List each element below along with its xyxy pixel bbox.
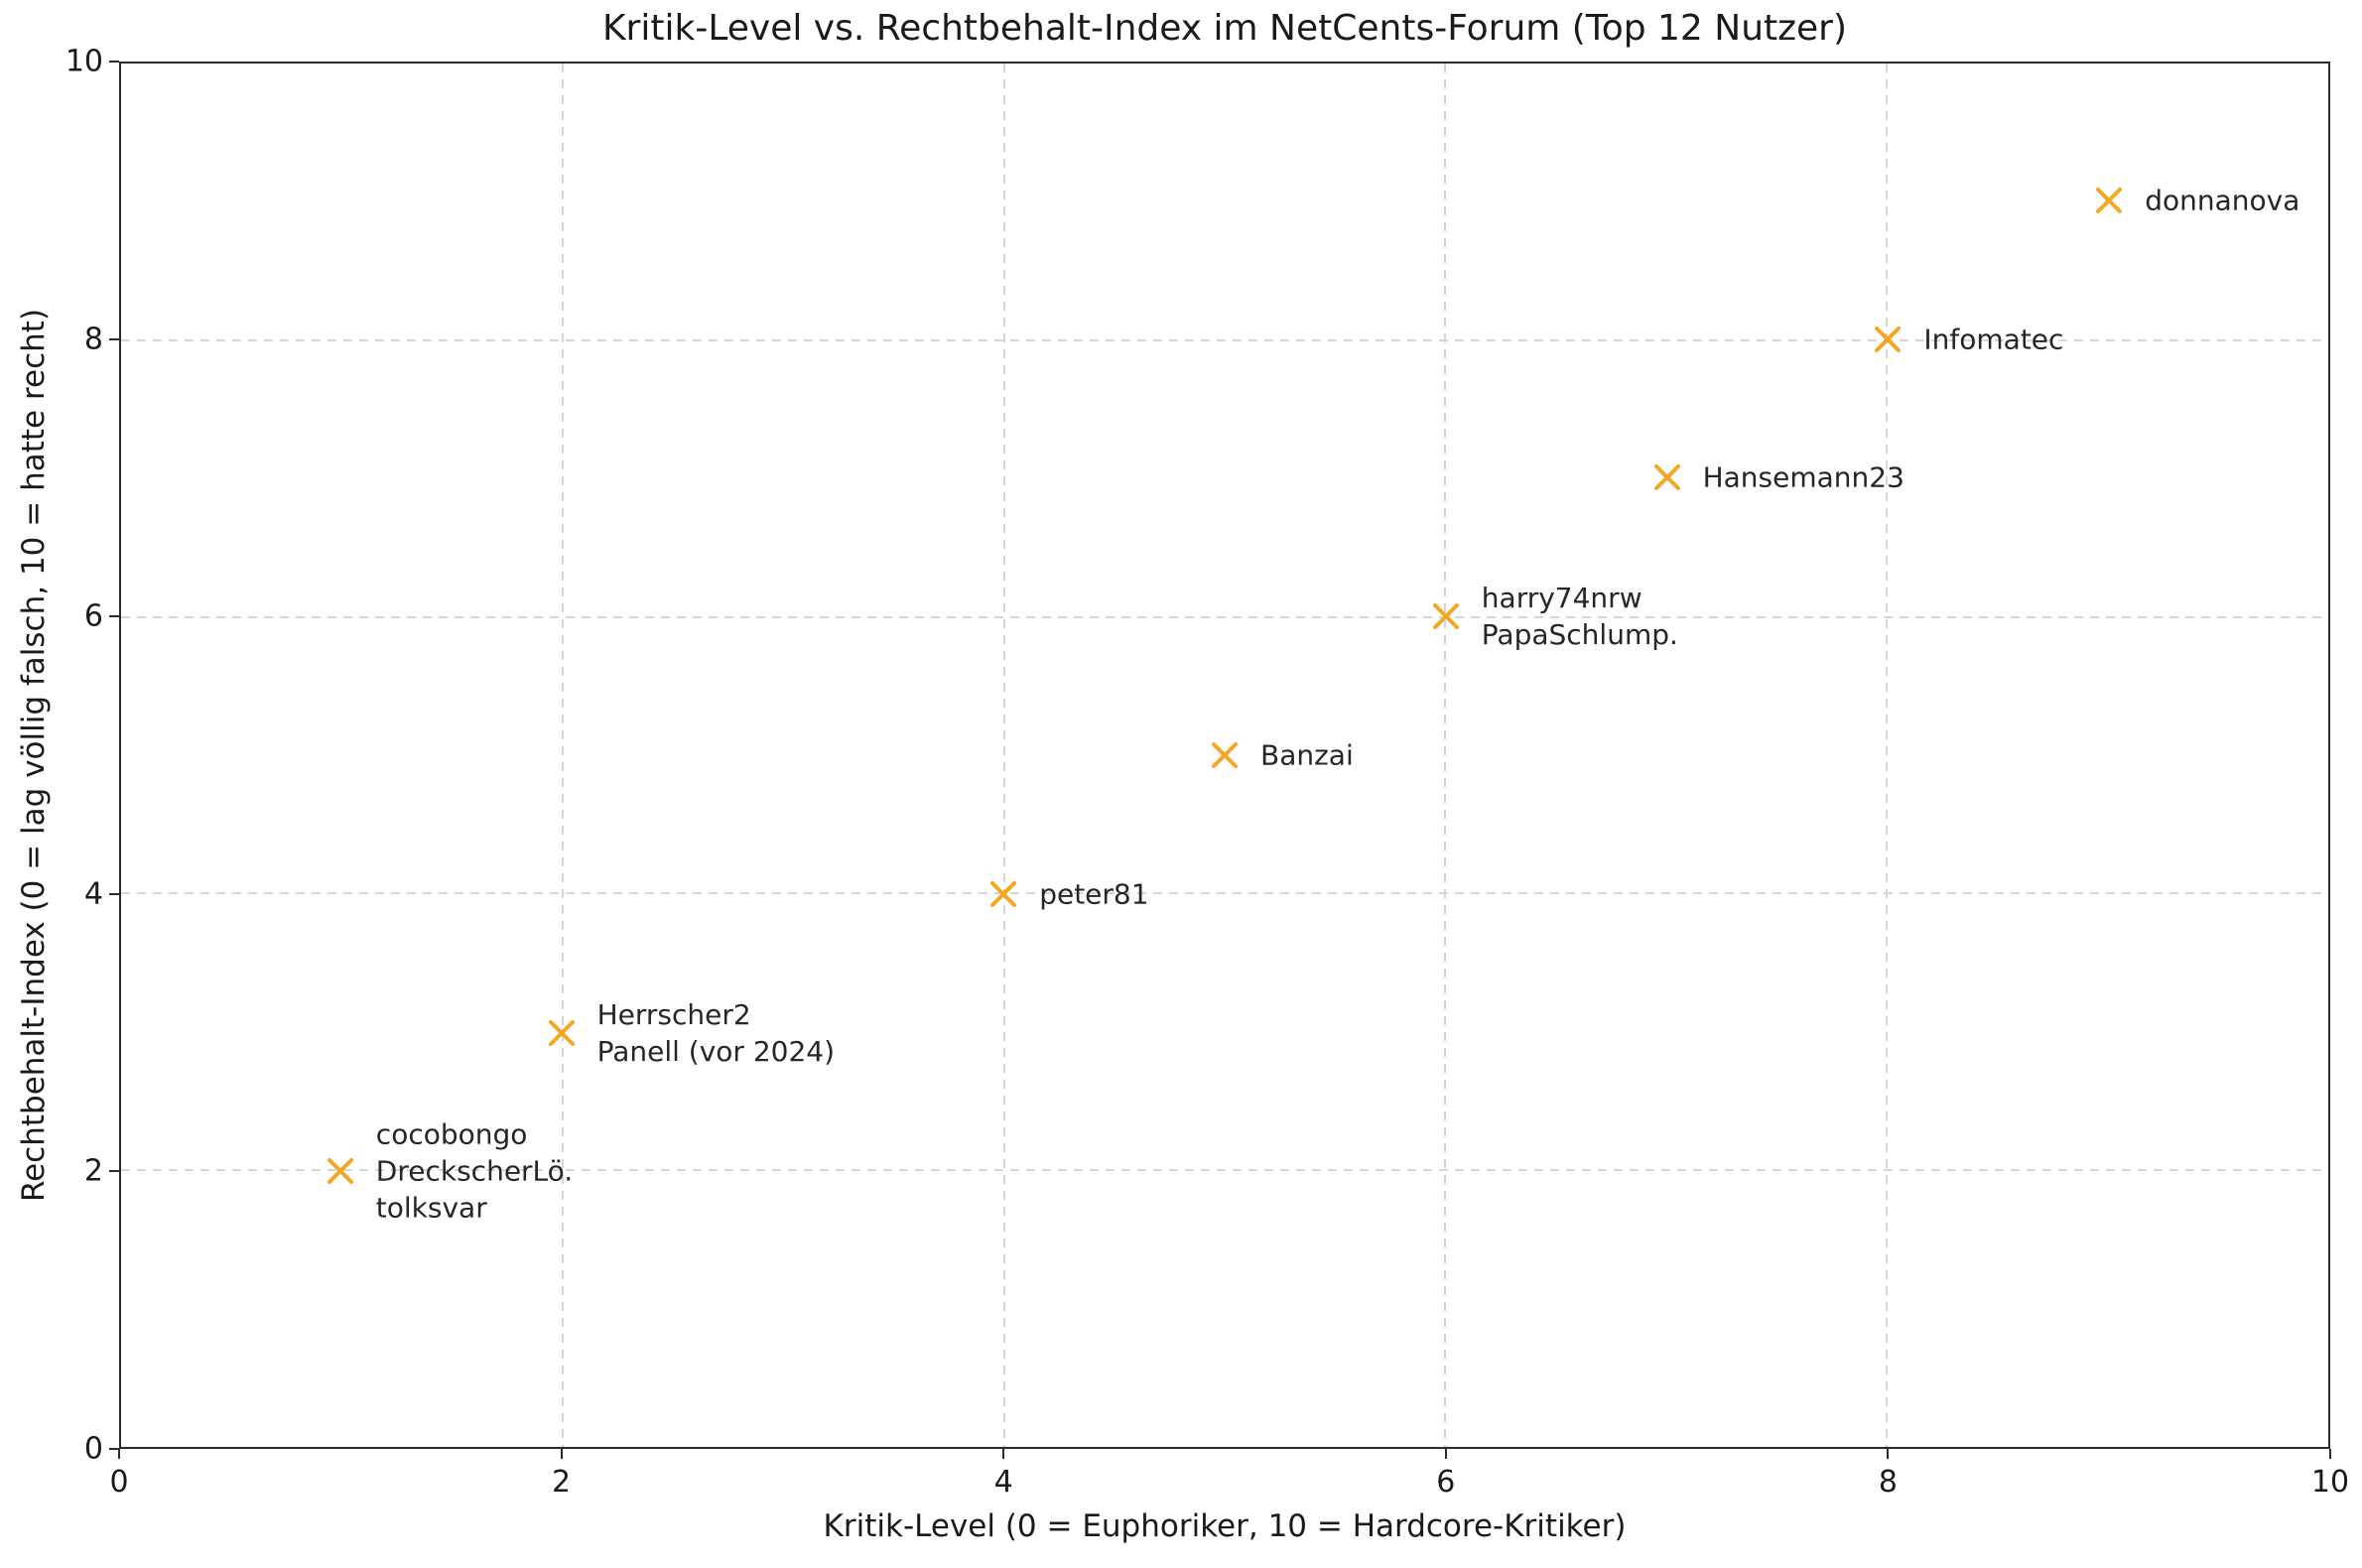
y-tick-label: 8 [83, 322, 103, 357]
gridline-vertical [1886, 64, 1889, 1447]
gridline-horizontal [121, 338, 2328, 341]
point-label: harry74nrw PapaSchlump. [1482, 580, 1678, 653]
point-label-line: donnanova [2145, 184, 2300, 217]
gridline-vertical [561, 64, 564, 1447]
y-tick-mark [109, 61, 119, 63]
point-label: peter81 [1039, 875, 1148, 912]
x-marker-icon [1872, 324, 1903, 355]
x-tick-label: 4 [993, 1465, 1013, 1500]
x-marker-icon [987, 878, 1019, 910]
point-label-line: peter81 [1039, 877, 1149, 911]
y-tick-mark [109, 337, 119, 340]
x-marker-icon [1430, 600, 1462, 632]
point-label-line: Panell (vor 2024) [596, 1034, 836, 1068]
x-marker-icon [1209, 739, 1241, 771]
point-label-line: DreckscherLö. [375, 1154, 574, 1188]
y-tick-mark [109, 892, 119, 895]
y-tick-mark [109, 1448, 119, 1450]
point-label: donnanova [2145, 182, 2299, 218]
chart-title: Kritik-Level vs. Rechtbehalt-Index im Ne… [601, 8, 1848, 49]
x-tick-label: 0 [109, 1465, 129, 1500]
x-axis-label: Kritik-Level (0 = Euphoriker, 10 = Hardc… [823, 1508, 1627, 1544]
y-tick-label: 10 [65, 44, 103, 79]
point-label: Hansemann23 [1703, 459, 1904, 496]
point-label-line: Hansemann23 [1702, 460, 1904, 494]
x-tick-label: 2 [552, 1465, 572, 1500]
point-label-line: cocobongo [375, 1117, 528, 1151]
gridline-horizontal [121, 615, 2328, 618]
x-tick-mark [2329, 1449, 2331, 1459]
x-tick-label: 10 [2310, 1465, 2350, 1500]
x-tick-mark [560, 1449, 563, 1459]
gridline-vertical [1444, 64, 1447, 1447]
y-tick-label: 6 [83, 598, 103, 634]
y-axis-label: Rechtbehalt-Index (0 = lag völlig falsch… [16, 308, 52, 1203]
point-label-line: harry74nrw [1481, 582, 1642, 615]
y-tick-label: 4 [83, 876, 103, 912]
y-tick-label: 0 [83, 1431, 103, 1467]
point-label: Infomatec [1923, 321, 2063, 357]
x-marker-icon [1651, 461, 1683, 493]
y-tick-mark [109, 1170, 119, 1173]
point-label: cocobongo DreckscherLö. tolksvar [376, 1116, 573, 1227]
point-label-line: Infomatec [1923, 323, 2064, 356]
y-tick-label: 2 [83, 1153, 103, 1189]
x-tick-mark [118, 1449, 120, 1459]
y-tick-mark [109, 615, 119, 618]
gridline-vertical [1002, 64, 1005, 1447]
point-label-line: tolksvar [375, 1191, 487, 1225]
point-label-line: Banzai [1260, 738, 1354, 772]
x-tick-label: 8 [1878, 1465, 1898, 1500]
x-marker-icon [325, 1155, 356, 1187]
x-tick-mark [1444, 1449, 1447, 1459]
point-label: Herrscher2 Panell (vor 2024) [597, 996, 835, 1070]
point-label-line: Herrscher2 [596, 997, 751, 1031]
x-tick-mark [1002, 1449, 1005, 1459]
x-marker-icon [546, 1017, 578, 1049]
x-tick-mark [1887, 1449, 1890, 1459]
point-label: Banzai [1260, 737, 1354, 774]
gridline-horizontal [121, 892, 2328, 895]
point-label-line: PapaSchlump. [1481, 618, 1678, 652]
x-marker-icon [2093, 185, 2125, 216]
gridline-horizontal [121, 1169, 2328, 1172]
x-tick-label: 6 [1436, 1465, 1456, 1500]
